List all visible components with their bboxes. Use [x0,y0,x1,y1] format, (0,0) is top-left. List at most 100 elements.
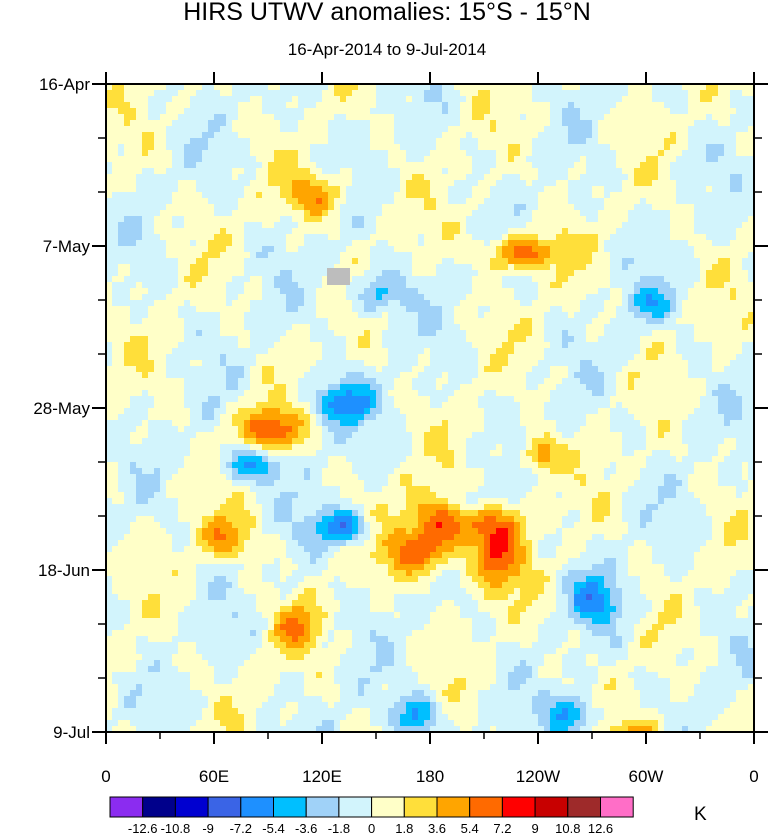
heatmap-cell [178,246,185,253]
heatmap-cell [118,330,125,337]
heatmap-cell [364,240,371,247]
heatmap-cell [346,180,353,187]
heatmap-cell [214,204,221,211]
heatmap-cell [568,234,575,241]
heatmap-cell [730,288,737,295]
heatmap-cell [472,264,479,271]
heatmap-cell [178,294,185,301]
heatmap-cell [682,180,689,187]
heatmap-cell [334,258,341,265]
heatmap-cell [682,90,689,97]
heatmap-cell [616,210,623,217]
heatmap-cell [310,288,317,295]
heatmap-cell [688,288,695,295]
heatmap-cell [232,126,239,133]
heatmap-cell [106,252,113,259]
heatmap-cell [148,318,155,325]
heatmap-cell [220,90,227,97]
heatmap-cell [190,324,197,331]
heatmap-cell [232,342,239,349]
heatmap-cell [304,168,311,175]
heatmap-cell [544,294,551,301]
heatmap-cell [520,228,527,235]
heatmap-cell [322,162,329,169]
heatmap-cell [700,174,707,181]
heatmap-cell [238,342,245,349]
heatmap-cell [172,114,179,121]
heatmap-cell [478,96,485,103]
heatmap-cell [154,342,161,349]
heatmap-cell [226,144,233,151]
heatmap-cell [304,138,311,145]
heatmap-cell [190,156,197,163]
heatmap-cell [724,330,731,337]
heatmap-cell [538,252,545,259]
heatmap-cell [136,276,143,283]
heatmap-cell [370,258,377,265]
heatmap-cell [310,144,317,151]
heatmap-cell [418,132,425,139]
heatmap-cell [544,114,551,121]
heatmap-cell [454,228,461,235]
heatmap-cell [394,288,401,295]
heatmap-cell [478,246,485,253]
heatmap-cell [442,150,449,157]
heatmap-cell [526,264,533,271]
heatmap-cell [316,306,323,313]
heatmap-cell [394,324,401,331]
heatmap-cell [370,180,377,187]
heatmap-cell [460,222,467,229]
heatmap-cell [166,84,173,91]
heatmap-cell [712,348,719,355]
heatmap-cell [466,114,473,121]
heatmap-cell [688,318,695,325]
heatmap-cell [652,210,659,217]
heatmap-cell [556,132,563,139]
heatmap-cell [436,108,443,115]
heatmap-cell [214,168,221,175]
heatmap-cell [418,240,425,247]
heatmap-cell [520,354,527,361]
heatmap-cell [154,270,161,277]
heatmap-cell [646,258,653,265]
heatmap-cell [316,240,323,247]
heatmap-cell [460,132,467,139]
heatmap-cell [544,312,551,319]
heatmap-cell [538,120,545,127]
heatmap-cell [712,132,719,139]
heatmap-cell [670,276,677,283]
heatmap-cell [508,174,515,181]
heatmap-cell [628,114,635,121]
heatmap-cell [556,348,563,355]
heatmap-cell [208,96,215,103]
heatmap-cell [232,354,239,361]
heatmap-cell [436,144,443,151]
heatmap-cell [124,168,131,175]
heatmap-cell [676,222,683,229]
heatmap-cell [250,84,257,91]
heatmap-cell [304,234,311,241]
heatmap-cell [220,342,227,349]
heatmap-cell [298,288,305,295]
heatmap-cell [400,216,407,223]
heatmap-cell [442,324,449,331]
heatmap-cell [208,330,215,337]
heatmap-cell [514,252,521,259]
heatmap-cell [376,348,383,355]
heatmap-cell [478,180,485,187]
heatmap-cell [718,252,725,259]
heatmap-cell [370,132,377,139]
heatmap-cell [142,270,149,277]
heatmap-cell [160,270,167,277]
heatmap-cell [400,168,407,175]
heatmap-cell [460,180,467,187]
heatmap-cell [424,288,431,295]
heatmap-cell [220,192,227,199]
heatmap-cell [142,102,149,109]
heatmap-cell [184,294,191,301]
heatmap-cell [328,168,335,175]
heatmap-cell [334,204,341,211]
heatmap-cell [436,324,443,331]
heatmap-cell [562,216,569,223]
heatmap-cell [694,96,701,103]
